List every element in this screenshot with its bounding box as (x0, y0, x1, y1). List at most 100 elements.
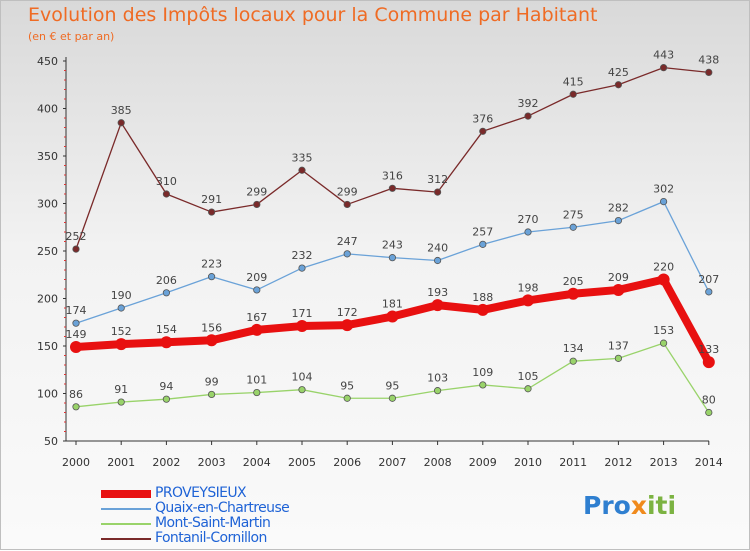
data-point-proveysieux (612, 283, 625, 296)
data-label-quaix-en-chartreuse: 232 (292, 249, 313, 262)
data-label-quaix-en-chartreuse: 223 (201, 258, 222, 271)
data-point-mont-saint-martin (524, 385, 532, 393)
data-point-proveysieux (296, 320, 308, 333)
x-tick-label: 2005 (288, 456, 316, 469)
y-tick-label: 100 (37, 388, 58, 401)
legend-label: Fontanil-Cornillon (155, 530, 267, 546)
x-tick-label: 2000 (62, 456, 90, 469)
data-point-proveysieux (431, 299, 444, 312)
data-label-quaix-en-chartreuse: 243 (382, 239, 403, 252)
chart-title: Evolution des Impôts locaux pour la Comm… (28, 4, 598, 26)
data-point-fontanil-cornillon (162, 190, 170, 198)
data-point-proveysieux (522, 294, 534, 307)
data-point-mont-saint-martin (433, 387, 442, 395)
y-tick-label: 50 (44, 435, 58, 448)
data-label-mont-saint-martin: 86 (69, 388, 83, 401)
data-label-proveysieux: 220 (653, 261, 674, 274)
data-label-proveysieux: 181 (382, 298, 403, 311)
data-point-fontanil-cornillon (298, 166, 306, 174)
data-point-fontanil-cornillon (343, 200, 351, 209)
data-label-quaix-en-chartreuse: 206 (156, 274, 177, 287)
data-point-mont-saint-martin (343, 394, 351, 402)
legend-label: Mont-Saint-Martin (155, 515, 271, 531)
data-point-fontanil-cornillon (433, 188, 442, 196)
data-point-fontanil-cornillon (479, 127, 487, 135)
data-point-fontanil-cornillon (569, 90, 577, 98)
legend-swatch (101, 523, 151, 525)
data-point-mont-saint-martin (208, 390, 216, 399)
x-tick-label: 2013 (650, 456, 678, 469)
brand-logo: Proxiti (583, 491, 677, 520)
data-label-fontanil-cornillon: 425 (608, 66, 629, 79)
data-point-fontanil-cornillon (659, 64, 668, 72)
y-tick-label: 150 (37, 340, 58, 353)
data-label-quaix-en-chartreuse: 275 (563, 208, 584, 221)
legend-swatch (101, 508, 151, 510)
data-label-proveysieux: 154 (156, 323, 177, 336)
data-point-quaix-en-chartreuse (162, 289, 170, 297)
data-label-fontanil-cornillon: 310 (156, 175, 177, 188)
legend-swatch (101, 538, 151, 540)
data-label-quaix-en-chartreuse: 190 (111, 289, 132, 302)
data-label-proveysieux: 198 (518, 281, 539, 294)
x-tick-label: 2009 (469, 456, 497, 469)
data-point-mont-saint-martin (388, 394, 396, 402)
data-point-quaix-en-chartreuse (479, 240, 487, 248)
data-point-proveysieux (250, 323, 263, 336)
data-point-fontanil-cornillon (705, 68, 713, 77)
data-label-fontanil-cornillon: 438 (698, 53, 719, 66)
x-tick-label: 2001 (107, 456, 135, 469)
data-label-quaix-en-chartreuse: 247 (337, 235, 358, 248)
data-label-fontanil-cornillon: 376 (472, 112, 493, 125)
data-label-mont-saint-martin: 109 (472, 366, 493, 379)
legend-label: PROVEYSIEUX (155, 485, 247, 501)
data-label-quaix-en-chartreuse: 174 (66, 304, 87, 317)
data-point-proveysieux (160, 336, 173, 349)
data-label-fontanil-cornillon: 443 (653, 49, 674, 62)
data-point-quaix-en-chartreuse (614, 217, 623, 225)
x-tick-label: 2006 (333, 456, 361, 469)
data-point-proveysieux (386, 310, 399, 323)
data-point-mont-saint-martin (72, 403, 80, 411)
y-tick-label: 300 (37, 198, 58, 211)
data-point-proveysieux (702, 356, 715, 369)
data-label-proveysieux: 149 (66, 328, 87, 341)
data-point-fontanil-cornillon (208, 208, 216, 216)
data-point-quaix-en-chartreuse (524, 228, 532, 236)
data-point-quaix-en-chartreuse (659, 198, 668, 206)
data-point-mont-saint-martin (117, 398, 125, 406)
data-label-mont-saint-martin: 94 (159, 380, 173, 393)
data-label-mont-saint-martin: 134 (563, 342, 584, 355)
data-label-mont-saint-martin: 137 (608, 339, 629, 352)
data-point-proveysieux (341, 319, 354, 332)
data-label-fontanil-cornillon: 299 (246, 185, 267, 198)
data-label-mont-saint-martin: 104 (292, 371, 313, 384)
data-point-quaix-en-chartreuse (433, 256, 442, 265)
data-point-mont-saint-martin (659, 339, 668, 347)
data-label-proveysieux: 188 (472, 291, 493, 304)
data-point-mont-saint-martin (162, 395, 170, 403)
data-point-proveysieux (205, 334, 218, 347)
y-tick-label: 350 (37, 150, 58, 163)
x-tick-label: 2002 (152, 456, 180, 469)
data-label-mont-saint-martin: 91 (114, 383, 128, 396)
data-label-fontanil-cornillon: 335 (292, 151, 313, 164)
data-point-fontanil-cornillon (117, 119, 125, 127)
data-label-fontanil-cornillon: 392 (518, 97, 539, 110)
data-point-fontanil-cornillon (388, 184, 396, 192)
data-point-quaix-en-chartreuse (208, 273, 216, 281)
data-label-mont-saint-martin: 80 (702, 394, 716, 407)
x-tick-label: 2008 (424, 456, 452, 469)
x-tick-label: 2003 (198, 456, 226, 469)
data-point-quaix-en-chartreuse (569, 223, 577, 231)
data-label-fontanil-cornillon: 299 (337, 185, 358, 198)
data-label-fontanil-cornillon: 291 (201, 193, 222, 206)
data-label-fontanil-cornillon: 316 (382, 169, 403, 182)
data-label-quaix-en-chartreuse: 207 (698, 273, 719, 286)
data-label-fontanil-cornillon: 415 (563, 75, 584, 88)
data-label-proveysieux: 133 (698, 343, 719, 356)
data-label-mont-saint-martin: 105 (518, 370, 539, 383)
y-tick-label: 250 (37, 245, 58, 258)
x-tick-label: 2011 (559, 456, 587, 469)
